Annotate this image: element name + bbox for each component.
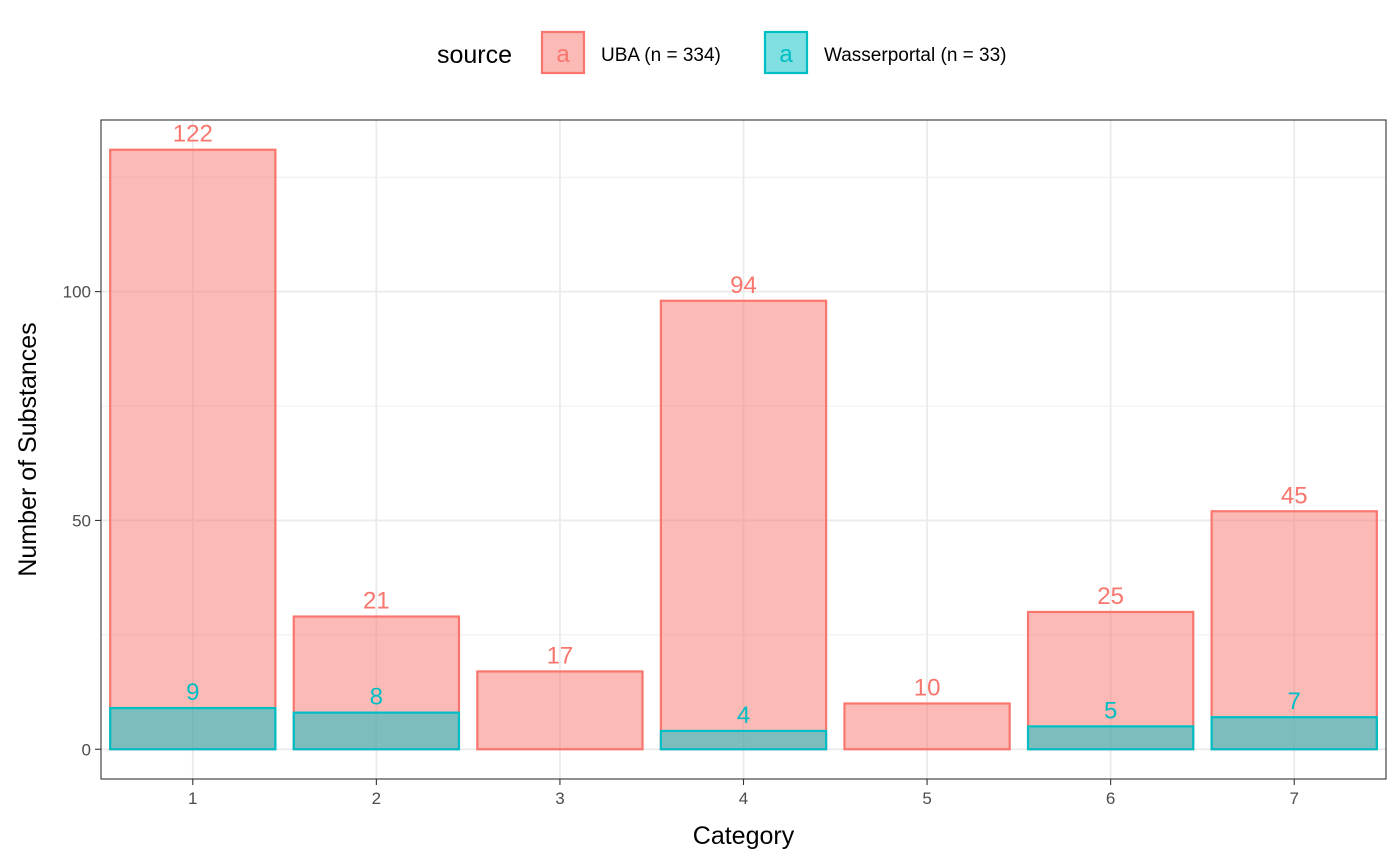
legend-key-glyph: a [556,41,570,68]
data-label: 21 [363,588,390,615]
y-tick-label: 50 [72,511,91,530]
bar-series-1 [659,299,828,751]
data-label: 25 [1097,583,1124,610]
x-tick-label: 3 [555,789,564,808]
bar-series-1 [843,702,1011,751]
bar-series-2 [1026,725,1195,751]
data-label: 17 [547,642,574,669]
x-axis: 1 2 3 4 5 6 7 [188,779,1299,808]
bar-series-1 [476,670,644,751]
y-tick-label: 0 [82,740,91,759]
x-tick-label: 1 [188,789,197,808]
data-label: 8 [370,684,383,711]
legend-key-series-2 [763,30,809,75]
data-label: 10 [914,674,941,701]
bar-series-2 [292,711,461,751]
bar-series-1 [109,148,277,751]
data-label: 94 [730,272,757,299]
y-axis: 0 50 100 [63,283,101,759]
y-axis-title: Number of Substances [14,322,42,576]
x-tick-label: 6 [1106,789,1115,808]
bar-series-2 [1210,716,1378,751]
x-tick-label: 2 [372,789,381,808]
legend-label-series-2: Wasserportal (n = 33) [824,45,1007,66]
data-label: 9 [186,679,199,706]
legend-key-series-1 [540,30,586,75]
x-tick-label: 7 [1289,789,1298,808]
legend-label-series-1: UBA (n = 334) [601,45,721,66]
y-tick-label: 100 [63,283,91,302]
data-label: 4 [737,702,750,729]
bar-series-1 [1210,510,1378,751]
data-label: 45 [1281,482,1308,509]
legend: source a UBA (n = 334) a Wasserportal (n = 3… [437,30,1007,75]
data-label: 7 [1288,688,1301,715]
bars [109,148,1378,751]
data-label: 122 [173,121,213,148]
legend-key-glyph: a [779,41,793,68]
legend-title: source [437,41,512,69]
bar-series-2 [109,706,277,751]
x-tick-label: 4 [739,789,748,808]
bar-series-2 [659,729,828,751]
data-label: 5 [1104,697,1117,724]
x-tick-label: 5 [922,789,931,808]
x-axis-title: Category [693,822,795,850]
